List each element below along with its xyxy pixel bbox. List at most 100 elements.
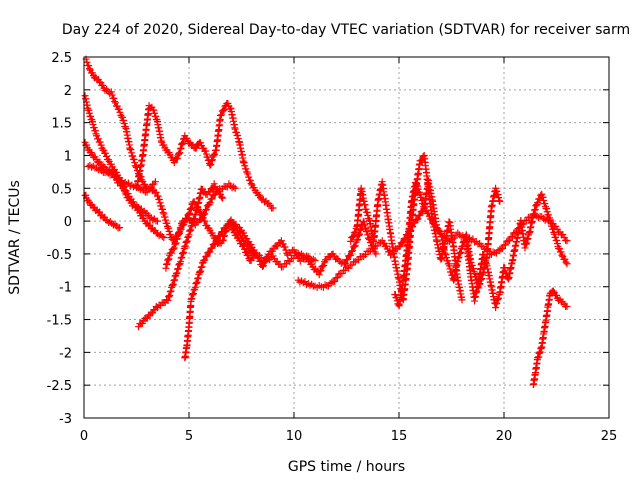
data-point-marker bbox=[361, 221, 369, 229]
plot-frame bbox=[83, 56, 610, 419]
data-point-marker bbox=[159, 205, 167, 213]
data-point-marker bbox=[206, 248, 214, 256]
data-point-marker bbox=[210, 151, 218, 159]
data-point-marker bbox=[354, 232, 362, 240]
data-point-marker bbox=[349, 247, 356, 255]
data-point-marker bbox=[209, 152, 217, 160]
data-point-marker bbox=[477, 242, 485, 250]
data-point-marker bbox=[532, 202, 540, 210]
data-point-marker bbox=[202, 206, 210, 214]
data-point-marker bbox=[109, 221, 117, 229]
data-point-marker bbox=[133, 163, 140, 171]
data-point-marker bbox=[159, 209, 167, 217]
data-point-marker bbox=[219, 106, 227, 114]
data-point-marker bbox=[83, 58, 91, 66]
chart-title: Day 224 of 2020, Sidereal Day-to-day VTE… bbox=[62, 22, 630, 38]
data-point-marker bbox=[350, 242, 358, 250]
y-tick-label: 0 bbox=[64, 215, 72, 230]
data-point-marker bbox=[320, 261, 328, 269]
data-point-marker bbox=[360, 218, 368, 226]
data-point-marker bbox=[151, 178, 159, 186]
data-point-marker bbox=[549, 287, 557, 295]
data-point-marker bbox=[175, 150, 182, 158]
series-arc-12 bbox=[227, 218, 380, 279]
data-point-marker bbox=[120, 120, 128, 128]
data-point-marker bbox=[331, 277, 339, 285]
data-point-marker bbox=[547, 219, 555, 227]
data-point-marker bbox=[333, 273, 341, 281]
series-arc-5 bbox=[84, 161, 159, 196]
series-arc-7 bbox=[235, 138, 277, 212]
data-point-marker bbox=[131, 159, 139, 167]
data-point-marker bbox=[201, 256, 209, 264]
data-point-marker bbox=[156, 199, 164, 207]
y-tick-label: 1 bbox=[64, 149, 72, 164]
data-point-marker bbox=[364, 231, 372, 239]
data-point-marker bbox=[259, 262, 267, 270]
data-point-marker bbox=[201, 210, 209, 218]
data-point-marker bbox=[351, 242, 359, 250]
data-point-marker bbox=[355, 256, 363, 264]
data-point-marker bbox=[111, 98, 119, 106]
data-point-marker bbox=[326, 280, 334, 288]
data-point-marker bbox=[355, 231, 363, 239]
data-point-marker bbox=[175, 149, 183, 157]
data-point-marker bbox=[351, 228, 359, 236]
data-point-marker bbox=[281, 243, 289, 251]
data-point-marker bbox=[338, 269, 346, 277]
series-arc-10 bbox=[162, 180, 239, 272]
data-point-marker bbox=[206, 199, 214, 207]
data-point-marker bbox=[244, 170, 252, 178]
data-point-marker bbox=[198, 215, 206, 223]
data-point-marker bbox=[178, 140, 186, 148]
series-arc-16 bbox=[462, 190, 571, 312]
data-point-marker bbox=[341, 259, 349, 267]
data-point-marker bbox=[494, 247, 502, 255]
data-point-marker bbox=[361, 251, 369, 259]
series-arc-14 bbox=[347, 151, 466, 304]
x-tick-label: 0 bbox=[80, 429, 88, 444]
data-point-marker bbox=[366, 247, 374, 255]
data-point-marker bbox=[259, 262, 266, 270]
data-point-marker bbox=[501, 241, 509, 249]
data-point-marker bbox=[167, 249, 175, 257]
data-point-marker bbox=[179, 139, 187, 147]
y-tick-label: -2.5 bbox=[47, 379, 72, 394]
data-point-marker bbox=[208, 244, 216, 252]
data-point-marker bbox=[414, 215, 422, 223]
y-tick-label: -1 bbox=[59, 281, 72, 296]
data-point-marker bbox=[206, 161, 214, 169]
data-point-marker bbox=[143, 188, 151, 196]
x-tick-label: 20 bbox=[496, 429, 513, 444]
data-point-marker bbox=[152, 188, 160, 196]
data-point-marker bbox=[173, 154, 181, 162]
data-point-marker bbox=[160, 234, 168, 241]
data-point-marker bbox=[347, 237, 355, 245]
data-point-marker bbox=[531, 206, 539, 214]
data-point-marker bbox=[217, 111, 225, 119]
data-point-marker bbox=[154, 192, 162, 200]
data-point-marker bbox=[240, 242, 248, 250]
data-point-marker bbox=[158, 233, 166, 241]
data-point-marker bbox=[94, 166, 102, 174]
data-point-marker bbox=[102, 149, 110, 157]
data-point-marker bbox=[350, 229, 358, 237]
y-tick-label: -2 bbox=[59, 346, 72, 361]
data-point-marker bbox=[553, 237, 561, 245]
data-point-marker bbox=[211, 150, 219, 158]
x-tick-label: 15 bbox=[391, 429, 408, 444]
data-point-marker bbox=[115, 105, 123, 113]
data-point-marker bbox=[127, 149, 135, 157]
data-point-marker bbox=[200, 211, 208, 219]
data-point-marker bbox=[219, 228, 227, 236]
data-point-marker bbox=[356, 226, 364, 234]
data-point-marker bbox=[399, 238, 407, 246]
data-point-marker bbox=[269, 247, 277, 255]
y-tick-label: -1.5 bbox=[47, 314, 72, 329]
data-point-marker bbox=[349, 233, 356, 241]
data-point-marker bbox=[543, 205, 551, 213]
data-point-marker bbox=[354, 235, 362, 243]
data-point-marker bbox=[192, 144, 200, 152]
data-point-marker bbox=[244, 252, 252, 260]
data-point-marker bbox=[85, 65, 93, 73]
